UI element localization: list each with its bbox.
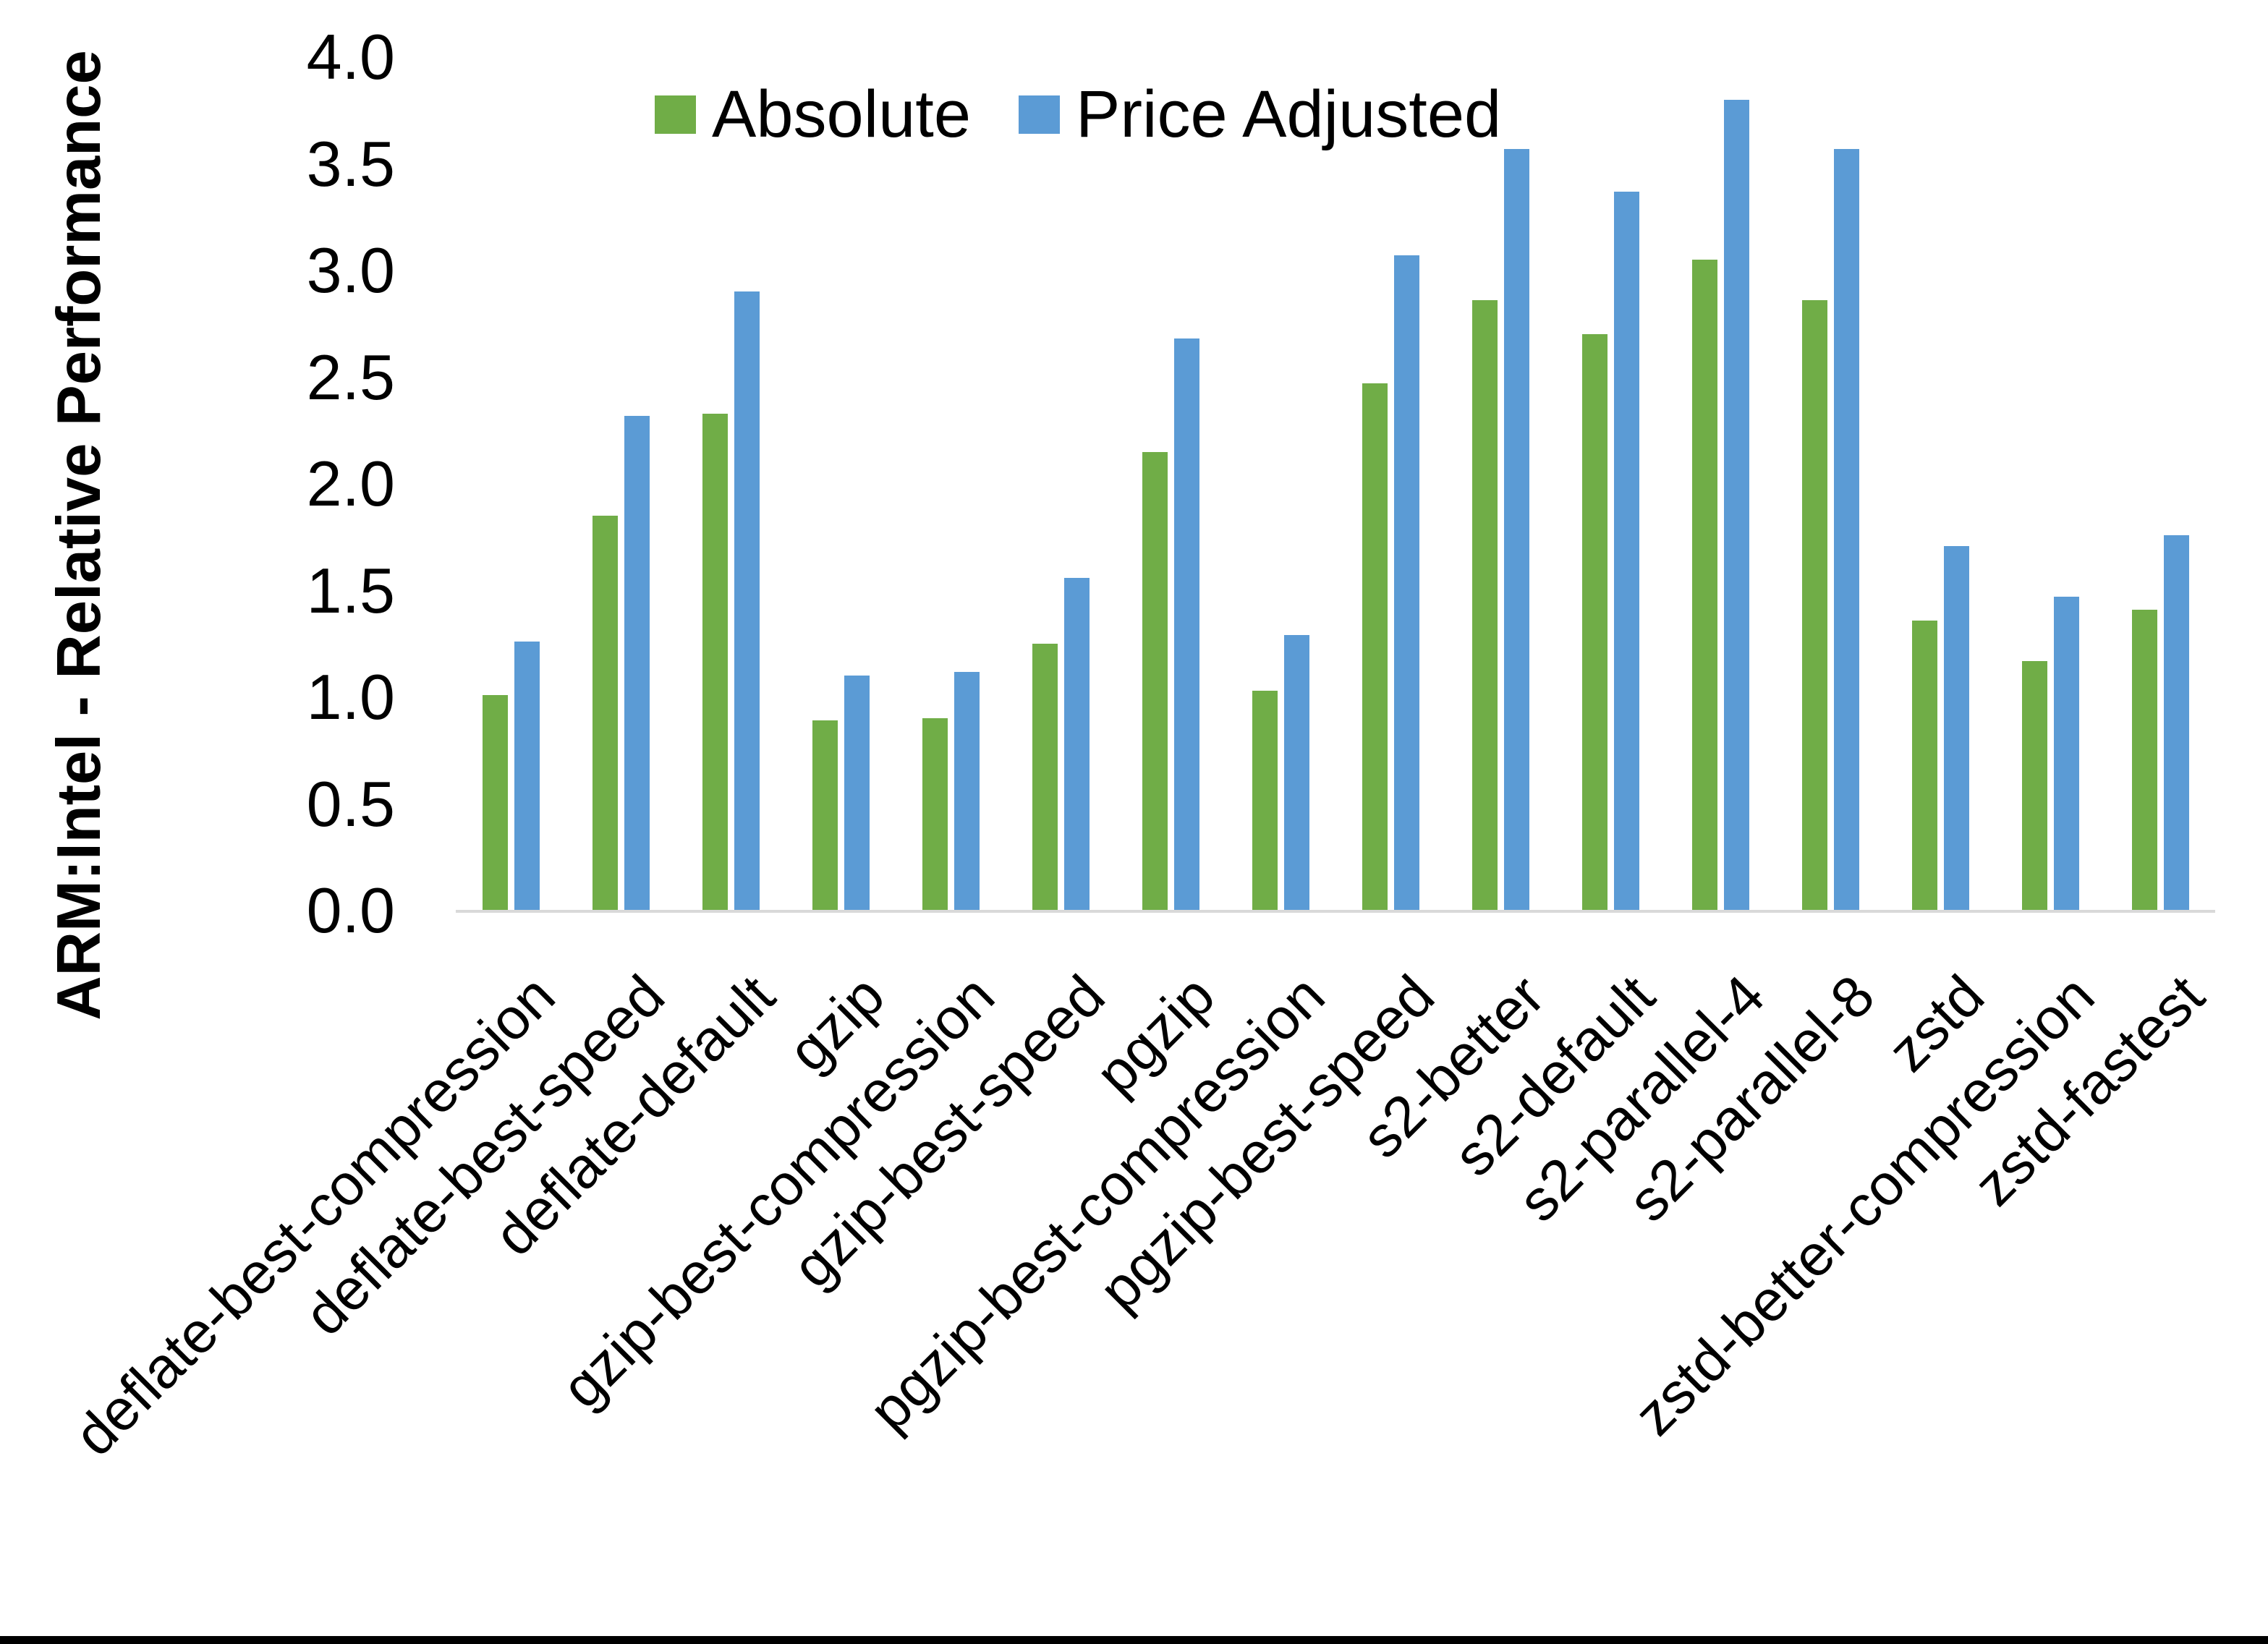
bar-price-adjusted — [1284, 635, 1309, 911]
bar-price-adjusted — [1724, 100, 1749, 911]
bar-absolute — [2022, 661, 2047, 911]
bar-absolute — [1362, 383, 1388, 911]
y-tick-label: 3.5 — [306, 127, 395, 200]
bar-price-adjusted — [1394, 255, 1419, 911]
bar-price-adjusted — [1944, 546, 1969, 911]
bar-absolute — [1472, 300, 1498, 911]
bar-price-adjusted — [2164, 535, 2189, 911]
bar-price-adjusted — [1504, 149, 1529, 911]
bar-absolute — [1252, 691, 1278, 911]
bar-price-adjusted — [844, 676, 870, 911]
legend: Absolute Price Adjusted — [655, 77, 1502, 151]
bar-price-adjusted — [624, 416, 650, 911]
bar-absolute — [812, 720, 838, 911]
bar-absolute — [2132, 610, 2157, 911]
y-tick-label: 1.5 — [306, 554, 395, 626]
bar-absolute — [1142, 452, 1168, 911]
y-tick-label: 0.5 — [306, 767, 395, 840]
y-tick-label: 2.5 — [306, 341, 395, 413]
bar-absolute — [593, 516, 618, 911]
x-axis-line — [456, 910, 2215, 913]
bar-price-adjusted — [1614, 192, 1639, 911]
bar-price-adjusted — [2054, 597, 2079, 911]
bottom-border — [0, 1636, 2268, 1644]
bar-absolute — [1032, 644, 1058, 911]
legend-label-absolute: Absolute — [712, 77, 972, 151]
bar-price-adjusted — [734, 291, 760, 911]
y-tick-label: 0.0 — [306, 874, 395, 946]
bar-absolute — [702, 414, 728, 911]
legend-item-price-adjusted: Price Adjusted — [1019, 77, 1502, 151]
legend-swatch-absolute-icon — [655, 95, 696, 135]
y-tick-label: 3.0 — [306, 234, 395, 306]
y-tick-label: 1.0 — [306, 661, 395, 733]
bar-price-adjusted — [1174, 338, 1199, 911]
legend-item-absolute: Absolute — [655, 77, 972, 151]
legend-swatch-price-adjusted-icon — [1019, 95, 1061, 135]
bar-absolute — [1912, 621, 1937, 911]
bar-absolute — [1582, 334, 1607, 911]
bar-absolute — [1802, 300, 1827, 911]
y-axis-title: ARM:Intel - Relative Performance — [45, 50, 114, 1021]
bar-absolute — [483, 695, 508, 911]
y-tick-label: 2.0 — [306, 448, 395, 519]
bar-price-adjusted — [954, 672, 980, 911]
y-tick-label: 4.0 — [306, 21, 395, 93]
bar-price-adjusted — [1064, 578, 1090, 911]
bar-price-adjusted — [1834, 149, 1859, 911]
legend-label-price-adjusted: Price Adjusted — [1076, 77, 1502, 151]
bar-price-adjusted — [514, 642, 540, 911]
bar-absolute — [1692, 260, 1717, 911]
bar-absolute — [922, 718, 948, 911]
